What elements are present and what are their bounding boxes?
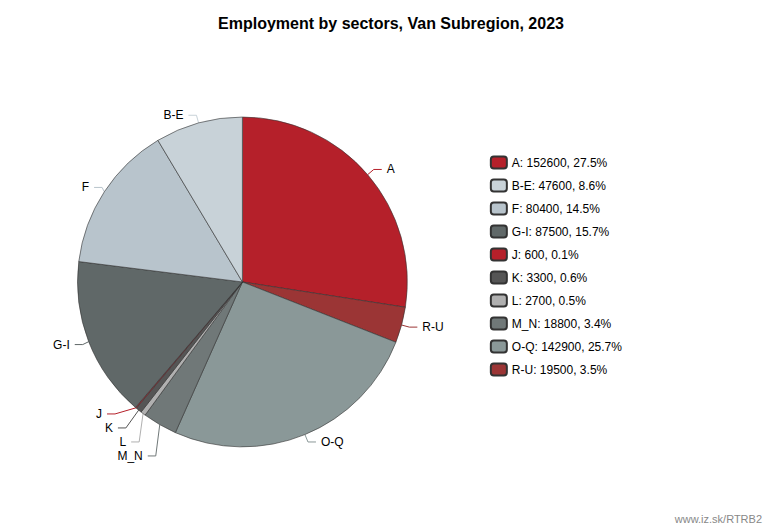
- svg-text:Employment by sectors, Van Sub: Employment by sectors, Van Subregion, 20…: [218, 15, 564, 32]
- svg-text:R-U: R-U: [422, 320, 443, 334]
- svg-text:O-Q: 142900, 25.7%: O-Q: 142900, 25.7%: [512, 340, 622, 354]
- svg-text:M_N: M_N: [117, 449, 142, 463]
- svg-text:L: L: [119, 435, 126, 449]
- svg-text:R-U: 19500, 3.5%: R-U: 19500, 3.5%: [512, 363, 608, 377]
- svg-text:F: F: [82, 180, 89, 194]
- svg-text:O-Q: O-Q: [321, 435, 344, 449]
- svg-text:F: 80400, 14.5%: F: 80400, 14.5%: [512, 202, 600, 216]
- svg-text:G-I: G-I: [53, 338, 70, 352]
- svg-text:www.iz.sk/RTRB2: www.iz.sk/RTRB2: [674, 513, 762, 525]
- svg-text:K: 3300, 0.6%: K: 3300, 0.6%: [512, 271, 588, 285]
- svg-text:J: J: [96, 407, 102, 421]
- svg-text:A: 152600, 27.5%: A: 152600, 27.5%: [512, 156, 608, 170]
- svg-text:L: 2700, 0.5%: L: 2700, 0.5%: [512, 294, 586, 308]
- svg-text:B-E: B-E: [163, 108, 183, 122]
- svg-text:M_N: 18800, 3.4%: M_N: 18800, 3.4%: [512, 317, 612, 331]
- svg-text:J: 600, 0.1%: J: 600, 0.1%: [512, 248, 579, 262]
- svg-text:K: K: [105, 421, 113, 435]
- svg-text:G-I: 87500, 15.7%: G-I: 87500, 15.7%: [512, 225, 610, 239]
- svg-text:B-E: 47600, 8.6%: B-E: 47600, 8.6%: [512, 179, 606, 193]
- svg-text:A: A: [387, 162, 395, 176]
